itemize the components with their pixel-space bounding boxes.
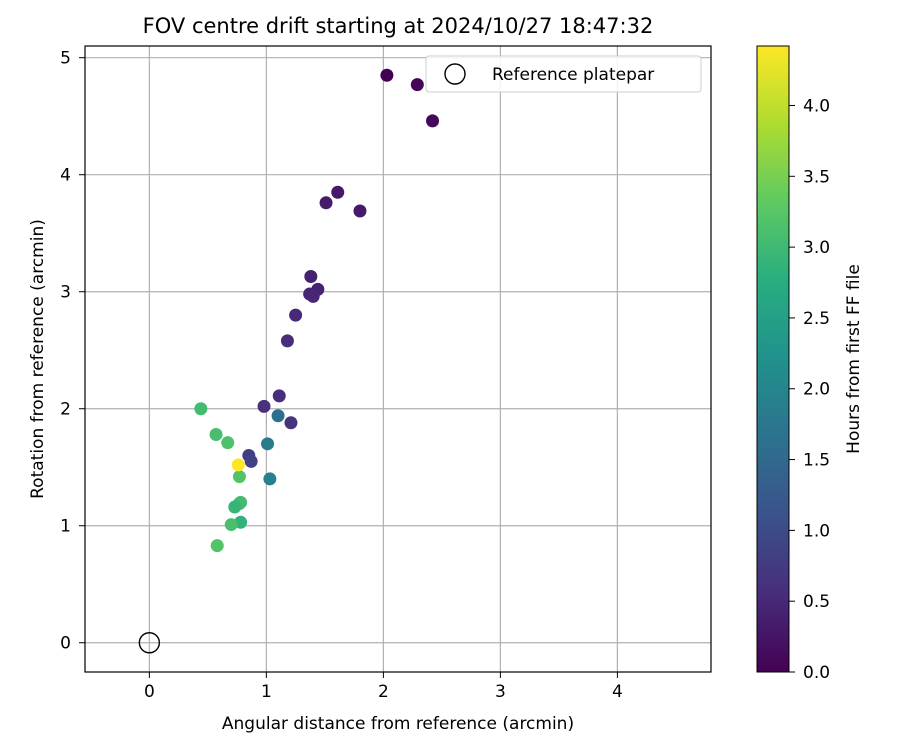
y-tick-label: 3 [60, 283, 71, 303]
data-point [410, 78, 424, 92]
data-point [210, 539, 224, 553]
y-tick-label: 4 [60, 166, 71, 186]
data-point [353, 204, 367, 218]
data-points [194, 68, 440, 553]
colorbar-tick-label: 3.5 [803, 167, 830, 187]
y-tick-label: 2 [60, 400, 71, 420]
colorbar-tick-label: 3.0 [803, 238, 830, 258]
colorbar-gradient [756, 45, 790, 673]
colorbar-tick-label: 1.5 [803, 451, 830, 471]
y-tick-label: 1 [60, 517, 71, 537]
colorbar: 0.0 0.5 1.0 1.5 2.0 2.5 3.0 3.5 4.0 Hours from f… [756, 45, 864, 683]
legend-label-reference: Reference platepar [492, 65, 654, 85]
data-point [306, 289, 320, 303]
x-tick-label: 4 [612, 682, 623, 702]
colorbar-tick-label: 4.0 [803, 96, 830, 116]
data-point [284, 416, 298, 430]
data-point [331, 185, 345, 199]
data-point [426, 114, 440, 128]
data-point [271, 409, 285, 423]
x-axis-label: Angular distance from reference (arcmin) [222, 714, 574, 734]
data-point [231, 458, 245, 472]
data-point [224, 518, 238, 532]
colorbar-tick-label: 2.0 [803, 380, 830, 400]
y-tick-label: 5 [60, 49, 71, 69]
data-point [380, 68, 394, 82]
reference-point [138, 632, 161, 654]
colorbar-tick-label: 0.0 [803, 663, 830, 683]
data-point [232, 470, 246, 484]
x-tick-label: 1 [261, 682, 272, 702]
x-tick-label: 0 [144, 682, 155, 702]
data-point [257, 399, 271, 413]
data-point [194, 402, 208, 416]
data-point [280, 334, 294, 348]
data-point [319, 196, 333, 210]
data-point [304, 270, 318, 284]
data-point [289, 308, 303, 322]
y-axis-label: Rotation from reference (arcmin) [28, 219, 48, 499]
y-tick-label: 0 [60, 634, 71, 654]
data-point [272, 389, 286, 403]
legend-marker-reference [444, 63, 466, 85]
colorbar-label: Hours from first FF file [844, 264, 864, 454]
data-point [209, 427, 223, 441]
legend: Reference platepar [425, 55, 702, 93]
data-point [221, 436, 235, 450]
colorbar-tick-label: 0.5 [803, 592, 830, 612]
chart-title: FOV centre drift starting at 2024/10/27 … [143, 14, 654, 38]
colorbar-ticks: 0.0 0.5 1.0 1.5 2.0 2.5 3.0 3.5 4.0 [789, 96, 830, 683]
data-point [244, 454, 258, 468]
x-tick-label: 3 [495, 682, 506, 702]
reference-marker [138, 632, 161, 654]
colorbar-tick-label: 2.5 [803, 309, 830, 329]
legend-box [425, 55, 702, 93]
x-tick-label: 2 [378, 682, 389, 702]
data-point [228, 500, 242, 514]
colorbar-tick-label: 1.0 [803, 521, 830, 541]
data-point [263, 472, 277, 486]
data-point [261, 437, 275, 451]
plot-frame [84, 45, 712, 673]
axis-ticks: 0 1 2 3 4 0 1 2 3 4 5 [60, 49, 623, 702]
